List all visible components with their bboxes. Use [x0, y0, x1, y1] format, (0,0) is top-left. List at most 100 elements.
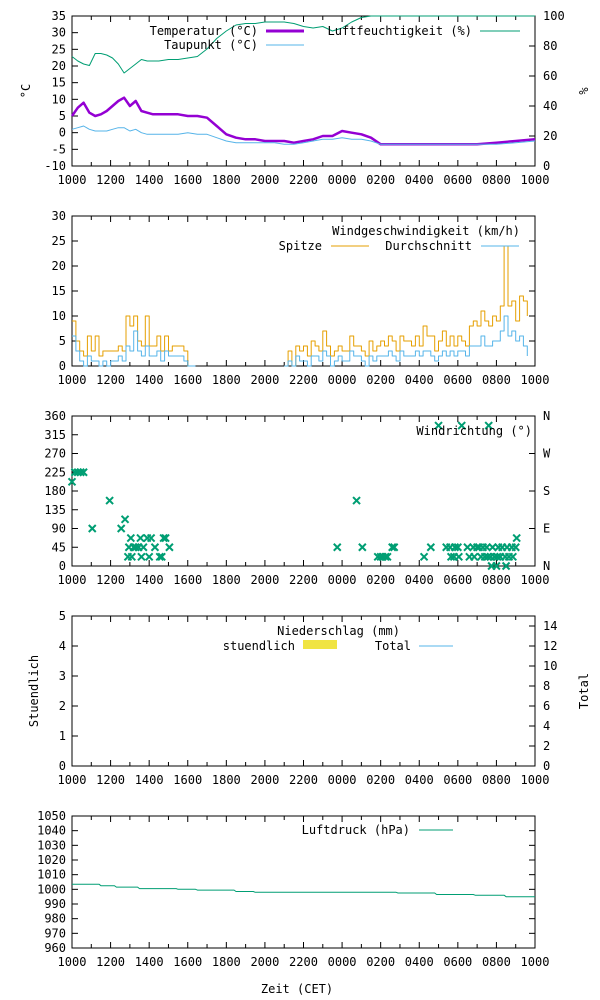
- direction-point: [155, 552, 164, 562]
- direction-point: [501, 561, 511, 571]
- y2-tick-label: N: [543, 559, 550, 573]
- x-tick-label: 2000: [250, 173, 279, 187]
- x-tick-label: 0800: [482, 773, 511, 787]
- direction-point: [137, 552, 146, 562]
- x-tick-label: 1800: [212, 573, 241, 587]
- direction-point: [493, 552, 502, 562]
- y-tick-label: 270: [44, 447, 66, 461]
- x-tick-label: 0800: [482, 955, 511, 969]
- y-tick-label: 3: [59, 669, 66, 683]
- x-tick-label: 2200: [289, 955, 318, 969]
- x-tick-label: 2200: [289, 173, 318, 187]
- direction-point: [352, 496, 361, 505]
- x-tick-label: 0000: [328, 173, 357, 187]
- direction-point: [139, 543, 148, 552]
- x-tick-label: 0600: [443, 955, 472, 969]
- wind-direction-panel: 1000 1200 1400 1600 1800 2000 2200 0000 0200 0400…: [44, 409, 551, 587]
- x-tick-label: 0600: [443, 573, 472, 587]
- legend-dewpoint: Taupunkt (°C): [164, 38, 258, 52]
- y2-tick-label: 60: [543, 69, 557, 83]
- direction-point: [159, 533, 168, 543]
- y-tick-label: 90: [52, 522, 66, 536]
- direction-point: [419, 552, 429, 562]
- y-tick-label: 5: [59, 334, 66, 348]
- y2-tick-label: 0: [543, 759, 550, 773]
- x-tick-label: 0400: [405, 173, 434, 187]
- x-tick-label: 0800: [482, 573, 511, 587]
- x-tick-label: 0800: [482, 373, 511, 387]
- y-tick-label: 2: [59, 699, 66, 713]
- legend-gust: Spitze: [279, 239, 322, 253]
- direction-point: [144, 552, 154, 562]
- x-tick-label: 0400: [405, 373, 434, 387]
- y-tick-label: 20: [52, 259, 66, 273]
- direction-point: [457, 421, 466, 430]
- legend-average: Durchschnitt: [385, 239, 472, 253]
- direction-point: [79, 468, 88, 477]
- x-tick-label: 1200: [96, 573, 125, 587]
- x-tick-label: 1000: [521, 573, 550, 587]
- x-tick-label: 0600: [443, 773, 472, 787]
- wind-speed-panel: 1000 1200 1400 1600 1800 2000 2200 0000 0200 0400…: [52, 209, 550, 387]
- y-tick-label: 0: [59, 559, 66, 573]
- x-tick-label: 1400: [135, 173, 164, 187]
- x-tick-label: 1000: [58, 573, 87, 587]
- y-tick-label: 0: [59, 126, 66, 140]
- direction-point: [76, 468, 85, 477]
- y-tick-label: 0: [59, 759, 66, 773]
- y2-tick-label: 8: [543, 679, 550, 693]
- x-tick-label: 2000: [250, 955, 279, 969]
- x-tick-label: 1400: [135, 955, 164, 969]
- direction-point: [136, 533, 145, 543]
- legend-rain-total: Total: [375, 639, 411, 653]
- direction-point: [126, 533, 136, 543]
- precip-y2label: Total: [577, 673, 591, 709]
- x-tick-label: 0200: [366, 955, 395, 969]
- humidity-ylabel: %: [577, 87, 591, 95]
- direction-point: [434, 421, 443, 430]
- x-tick-label: 1600: [173, 173, 202, 187]
- y-tick-label: 1020: [37, 853, 66, 867]
- dewpoint-line: [71, 125, 536, 145]
- direction-point: [492, 561, 501, 571]
- x-tick-label: 1200: [96, 955, 125, 969]
- y-tick-label: -10: [44, 159, 66, 173]
- y-tick-label: 30: [52, 26, 66, 40]
- y-tick-label: 1000: [37, 882, 66, 896]
- y-tick-label: 10: [52, 309, 66, 323]
- y2-tick-label: W: [543, 447, 551, 461]
- x-axis-label: Zeit (CET): [261, 982, 333, 996]
- y2-tick-label: 0: [543, 159, 550, 173]
- y2-tick-label: 20: [543, 129, 557, 143]
- y-tick-label: 15: [52, 76, 66, 90]
- average-line: [72, 330, 196, 367]
- direction-point: [146, 533, 156, 543]
- y-tick-label: 1: [59, 729, 66, 743]
- y-tick-label: 1040: [37, 824, 66, 838]
- y-tick-label: 15: [52, 284, 66, 298]
- y-tick-label: 4: [59, 639, 66, 653]
- x-tick-label: 1600: [173, 573, 202, 587]
- x-tick-label: 1600: [173, 773, 202, 787]
- direction-point: [484, 421, 493, 430]
- direction-point: [512, 533, 521, 543]
- x-tick-label: 0600: [443, 173, 472, 187]
- direction-point: [453, 543, 463, 552]
- y-tick-label: 5: [59, 109, 66, 123]
- direction-point: [388, 543, 397, 552]
- x-tick-label: 0200: [366, 173, 395, 187]
- x-tick-label: 0200: [366, 773, 395, 787]
- x-tick-label: 1000: [521, 955, 550, 969]
- x-tick-label: 1600: [173, 955, 202, 969]
- x-tick-label: 1600: [173, 373, 202, 387]
- temperature-line: [70, 96, 536, 146]
- y-tick-label: 225: [44, 465, 66, 479]
- y2-tick-label: 40: [543, 99, 557, 113]
- direction-point: [105, 496, 114, 505]
- y2-tick-label: 12: [543, 639, 557, 653]
- x-tick-label: 1000: [58, 173, 87, 187]
- y-tick-label: 990: [44, 897, 66, 911]
- direction-point: [446, 552, 456, 562]
- x-tick-label: 0400: [405, 955, 434, 969]
- direction-point: [450, 543, 460, 552]
